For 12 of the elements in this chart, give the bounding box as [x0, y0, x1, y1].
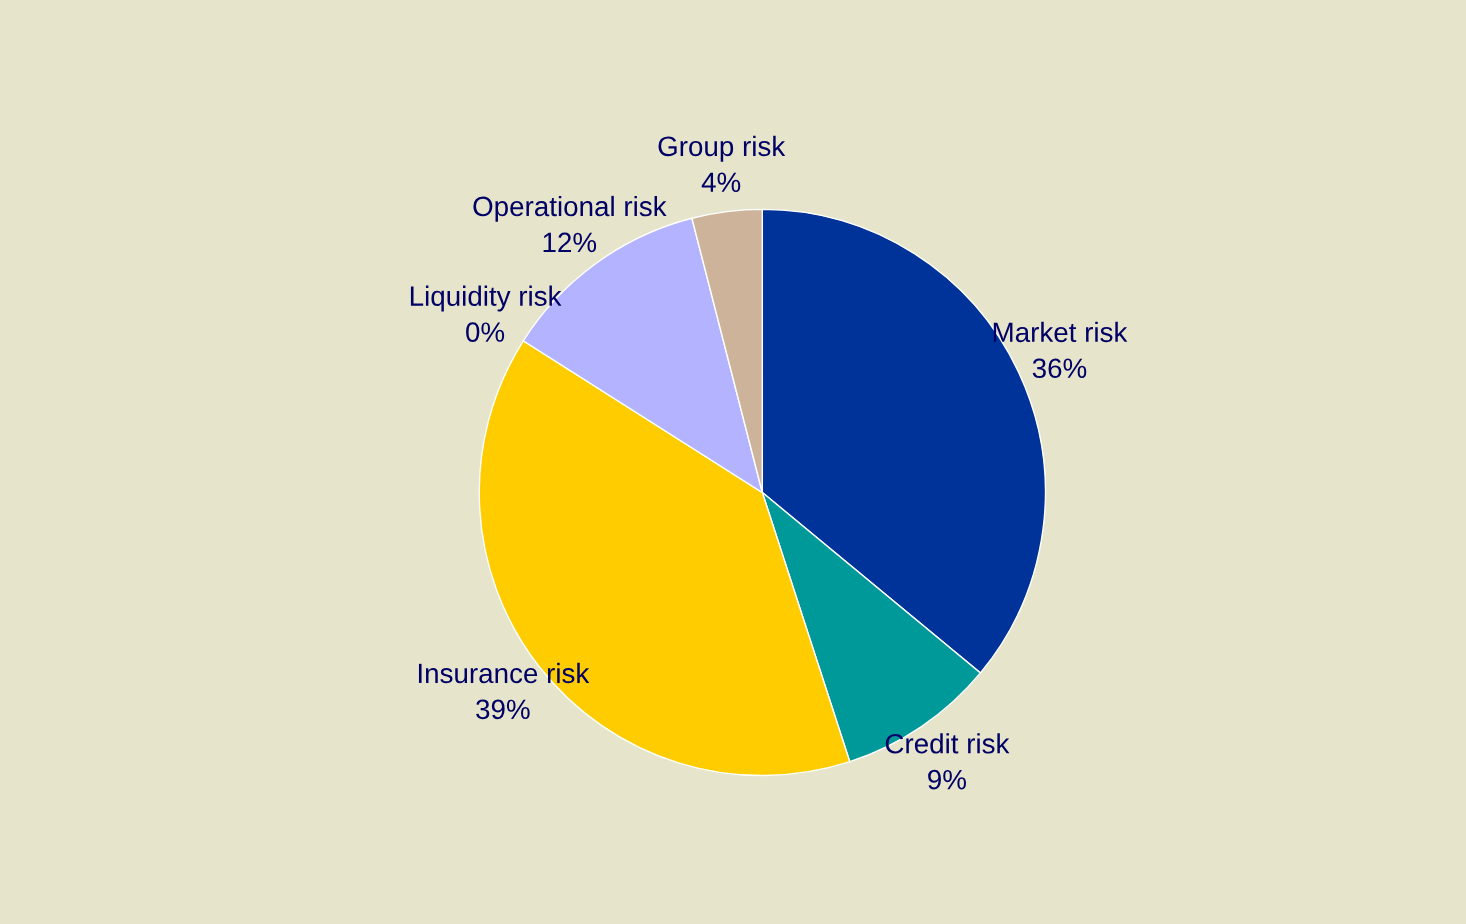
slice-label: Operational risk	[473, 195, 667, 222]
text: 0%	[466, 322, 505, 342]
slice-label: Market risk	[993, 321, 1128, 343]
slice-label: Credit risk	[885, 733, 1010, 754]
data-label: 4%	[701, 172, 741, 192]
data-label: 39%	[476, 699, 530, 720]
slice-label: Group risk	[658, 135, 786, 162]
slice-label: Insurance risk	[418, 662, 590, 684]
data-label: 9%	[928, 769, 966, 790]
data-label: 36%	[1032, 358, 1087, 379]
data-label: 12%	[543, 232, 597, 253]
category-label: Liquidity risk	[410, 285, 562, 312]
